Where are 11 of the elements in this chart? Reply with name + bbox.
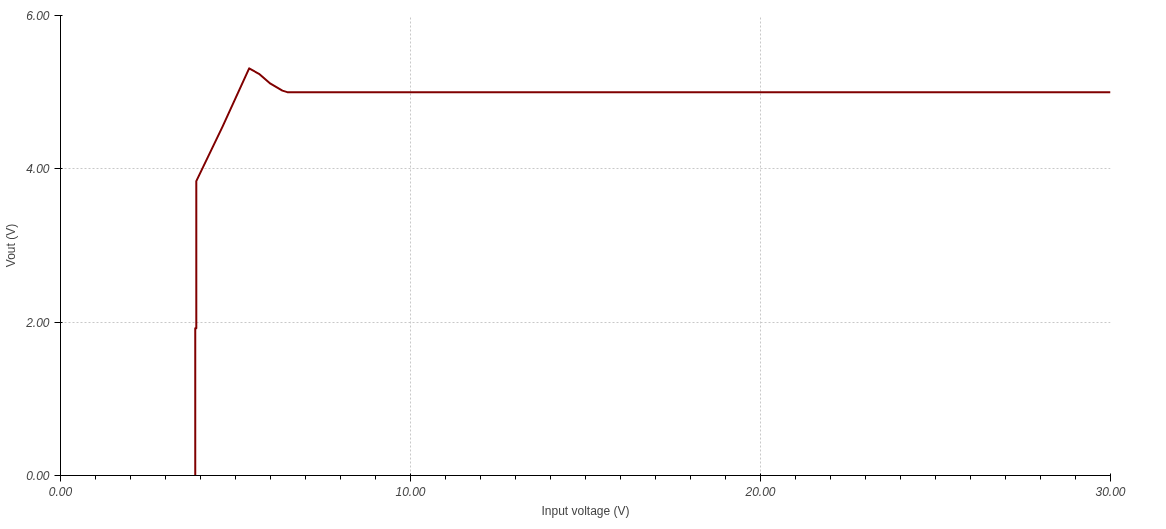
x-tick-label: 10.00: [395, 484, 426, 499]
x-tick-label: 30.00: [1095, 484, 1126, 499]
x-axis-title: Input voltage (V): [541, 503, 630, 518]
line-series: [194, 67, 1111, 476]
y-tick-label: 6.00: [26, 9, 50, 23]
x-tick-label: 0.00: [48, 484, 73, 499]
y-axis-title: Vout (V): [4, 223, 19, 268]
y-tick-label: 0.00: [26, 469, 50, 483]
y-tick-label: 2.00: [25, 315, 50, 330]
y-tick-label: 4.00: [26, 162, 50, 177]
x-tick-label: 20.00: [744, 484, 776, 499]
